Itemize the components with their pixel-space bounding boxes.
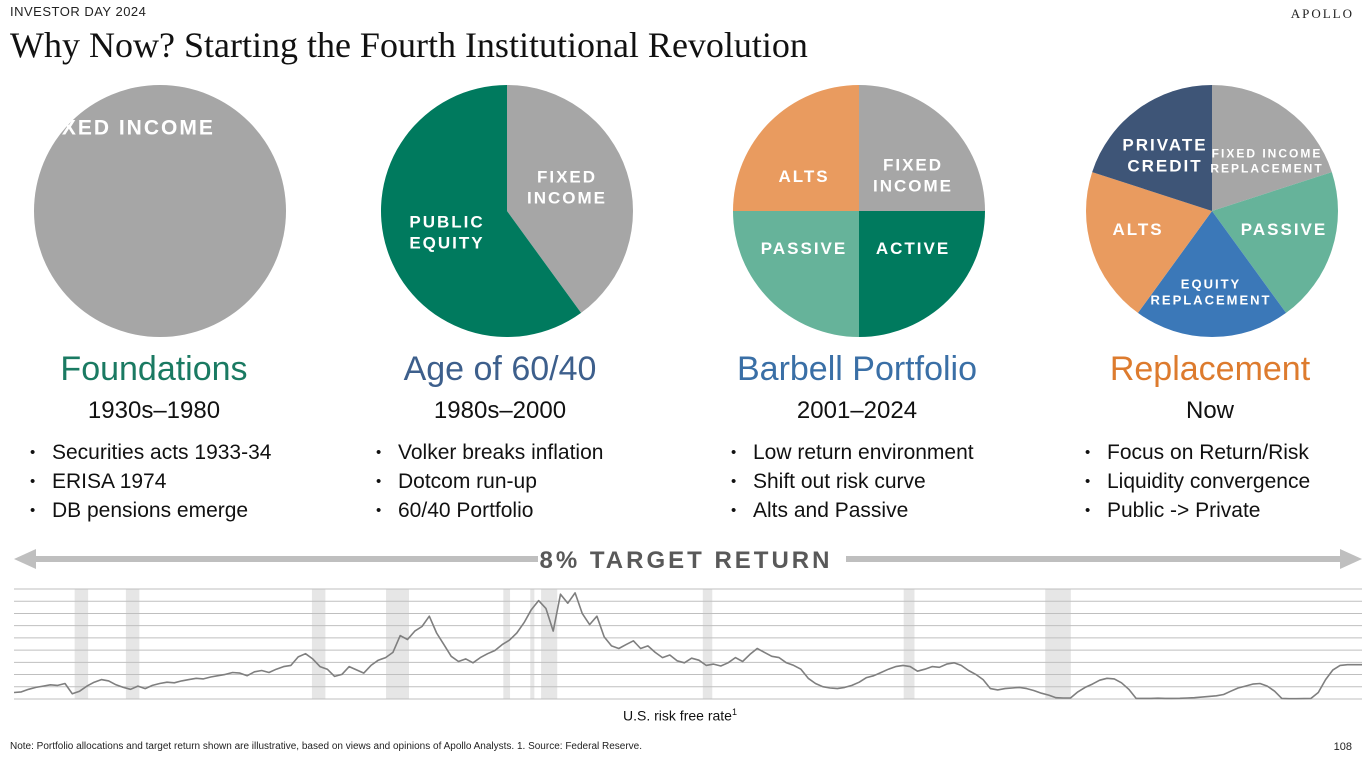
list-item: Alts and Passive [729,496,974,525]
target-return-arrow: 8% TARGET RETURN [14,547,1362,574]
list-item: Volker breaks inflation [374,438,603,467]
pie-slice-label: PRIVATE CREDIT [1122,135,1207,175]
pie-slice-label: ACTIVE [876,239,950,258]
recession-band [702,589,713,699]
arrow-left-head [14,549,36,569]
pie-slice [507,85,634,313]
pie-chart-barbell-portfolio: FIXED INCOME ACTIVE PASSIVE ALTS [733,85,985,337]
brand-logo: APOLLO [1290,6,1354,21]
pie-slice-label: FIXED INCOME [873,155,953,195]
bullet-list-foundations: Securities acts 1933-34 ERISA 1974 DB pe… [28,438,271,525]
pie-slice [34,85,286,337]
arrow-left-shaft [34,556,538,562]
pie-slice-label: PASSIVE [1241,220,1327,239]
pie-chart-foundations: FIXED INCOME [34,85,286,337]
recession-band [386,589,409,699]
list-item: 60/40 Portfolio [374,496,603,525]
pie-slice-label: EQUITY REPLACEMENT [1151,276,1272,307]
era-years-barbell-portfolio: 2001–2024 [796,397,918,424]
era-title-foundations: Foundations [60,350,248,388]
list-item: ERISA 1974 [28,467,271,496]
pie-slice [733,211,859,337]
rate-chart-label-text: U.S. risk free rate [623,707,732,724]
target-return-label: 8% TARGET RETURN [540,547,833,574]
era-years-replacement: Now [1185,397,1234,424]
recession-band [503,589,511,699]
arrow-right-shaft [846,556,1342,562]
pie-slice [381,85,582,337]
recession-band [74,589,89,699]
era-title-age-of-60-40: Age of 60/40 [403,350,597,388]
recession-band [1045,589,1071,699]
list-item: DB pensions emerge [28,496,271,525]
recession-band [903,589,915,699]
pie-slice-label: FIXED INCOME REPLACEMENT [1210,147,1323,176]
list-item: Focus on Return/Risk [1083,438,1310,467]
rate-chart-label: U.S. risk free rate1 [560,707,800,724]
list-item: Securities acts 1933-34 [28,438,271,467]
recession-band [311,589,326,699]
recession-band [530,589,535,699]
pie-chart-age-of-60-40: FIXED INCOME PUBLIC EQUITY [381,85,634,337]
pie-slice [1092,85,1212,211]
pie-slice-label: ALTS [778,167,829,186]
pie-slice-label: FIXED INCOME [39,116,215,139]
event-label: INVESTOR DAY 2024 [10,4,147,19]
list-item: Low return environment [729,438,974,467]
recession-band [125,589,140,699]
footnote: Note: Portfolio allocations and target r… [10,741,643,752]
era-title-barbell-portfolio: Barbell Portfolio [736,350,977,388]
page-number: 108 [1333,741,1352,753]
arrow-right-head [1340,549,1362,569]
bullet-list-barbell-portfolio: Low return environment Shift out risk cu… [729,438,974,525]
pie-slice [1212,172,1338,313]
era-years-age-of-60-40: 1980s–2000 [433,397,567,424]
recession-band [541,589,558,699]
bullet-list-age-of-60-40: Volker breaks inflation Dotcom run-up 60… [374,438,603,525]
era-title-replacement: Replacement [1109,350,1311,388]
rate-series-line [14,592,1362,700]
pie-slice [859,85,985,211]
pie-slice [733,85,859,211]
era-years-foundations: 1930s–1980 [87,397,221,424]
list-item: Liquidity convergence [1083,467,1310,496]
rate-chart-footnote-marker: 1 [731,707,737,717]
list-item: Dotcom run-up [374,467,603,496]
pie-slice [1212,85,1332,211]
list-item: Public -> Private [1083,496,1310,525]
pie-slice-label: PASSIVE [761,239,847,258]
pie-slice-label: ALTS [1112,220,1163,239]
pie-slice [1137,211,1287,338]
page-title: Why Now? Starting the Fourth Institution… [10,25,808,65]
bullet-list-replacement: Focus on Return/Risk Liquidity convergen… [1083,438,1310,525]
pie-slice-label: FIXED INCOME [527,167,607,207]
pie-slice [859,211,985,337]
list-item: Shift out risk curve [729,467,974,496]
pie-slice-label: PUBLIC EQUITY [409,212,484,252]
pie-slice [1086,172,1212,313]
risk-free-rate-chart [14,588,1362,700]
pie-chart-replacement: FIXED INCOME REPLACEMENT PASSIVE EQUITY REPL… [1086,85,1338,338]
